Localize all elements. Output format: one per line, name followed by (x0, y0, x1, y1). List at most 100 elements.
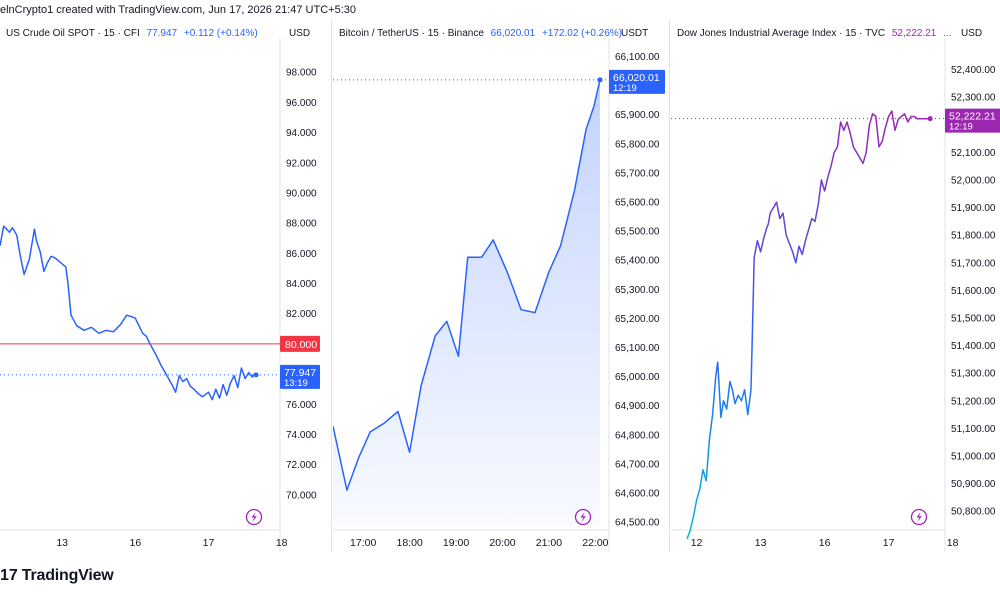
y-tick-label: 65,900.00 (615, 110, 660, 121)
y-tick-label: 76.000 (286, 400, 317, 411)
x-tick-label: 12 (691, 537, 703, 549)
last-price-marker (253, 372, 259, 378)
last-price-marker (927, 116, 933, 122)
y-tick-label: 64,500.00 (615, 518, 660, 529)
y-tick-label: 74.000 (286, 430, 317, 441)
y-tick-label: 51,400.00 (951, 341, 996, 352)
y-tick-label: 65,100.00 (615, 343, 660, 354)
last-price-badge (609, 69, 665, 94)
y-tick-label: 90.000 (286, 188, 317, 199)
lightning-bolt-icon (251, 512, 257, 522)
horizontal-level-label: 80.000 (285, 339, 317, 351)
change-value: +0.112 (+0.14%) (183, 28, 258, 39)
y-tick-label: 65,400.00 (615, 256, 660, 267)
y-tick-label: 51,800.00 (951, 231, 996, 242)
y-tick-label: 52,300.00 (951, 93, 996, 104)
y-tick-label: 51,200.00 (951, 396, 996, 407)
credit-text: elnCrypto1 created with TradingView.com,… (0, 4, 356, 16)
panel-divider (669, 20, 670, 552)
y-tick-label: 64,800.00 (615, 430, 660, 441)
y-tick-label: 65,700.00 (615, 168, 660, 179)
y-tick-label: 96.000 (286, 98, 317, 109)
last-price-badge (280, 364, 320, 389)
lightning-icon (245, 508, 263, 526)
y-tick-label: 98.000 (286, 68, 317, 79)
x-tick-label: 21:00 (536, 537, 562, 549)
last-price-badge-value: 52,222.21 (949, 111, 996, 123)
series-line (333, 129, 587, 491)
y-tick-label: 66,100.00 (615, 52, 660, 63)
chart-title: US Crude Oil SPOT · 15 · CFI 77.947 +0.1… (6, 28, 258, 39)
price-chart[interactable]: 70.00072.00074.00076.00078.00080.00082.0… (0, 20, 325, 552)
y-tick-label: 65,800.00 (615, 139, 660, 150)
x-tick-label: 22:00 (582, 537, 608, 549)
x-tick-label: 13 (56, 537, 68, 549)
last-price-badge-countdown: 12:19 (613, 83, 637, 94)
y-tick-label: 88.000 (286, 219, 317, 230)
currency-label: USDT (621, 28, 649, 39)
y-tick-label: 64,600.00 (615, 488, 660, 499)
y-tick-label: 94.000 (286, 128, 317, 139)
x-tick-label: 20:00 (489, 537, 515, 549)
currency-label: USD (961, 28, 983, 39)
x-tick-label: 18:00 (396, 537, 422, 549)
x-tick-label: 17 (203, 537, 215, 549)
change-value: +172.02 (+0.26%) (541, 28, 623, 39)
y-tick-label: 86.000 (286, 249, 317, 260)
price-chart[interactable]: 50,800.00 50,900.00 51,000.00 51,100.00 51,2… (671, 20, 1000, 552)
y-tick-label: 65,200.00 (615, 314, 660, 325)
footer-logo: 17 TradingView (0, 564, 114, 588)
chart-panel-dow-jones[interactable]: Dow Jones Industrial Average Index · 15 … (671, 20, 1000, 552)
y-tick-label: 50,800.00 (951, 507, 996, 518)
y-tick-label: 51,700.00 (951, 258, 996, 269)
x-tick-label: 19:00 (443, 537, 469, 549)
y-tick-label: 64,700.00 (615, 459, 660, 470)
y-tick-label: 51,900.00 (951, 203, 996, 214)
y-tick-label: 82.000 (286, 309, 317, 320)
y-tick-label: 65,500.00 (615, 227, 660, 238)
last-price-badge-countdown: 12:19 (949, 122, 973, 133)
y-tick-label: 51,600.00 (951, 286, 996, 297)
chart-panel-bitcoin[interactable]: Bitcoin / TetherUS · 15 · Binance 66,020… (333, 20, 667, 552)
series-line (0, 225, 257, 401)
x-tick-label: 17:00 (350, 537, 376, 549)
tradingview-logo-mark: 17 (0, 567, 18, 584)
lightning-bolt-icon (580, 512, 586, 522)
y-tick-label: 65,600.00 (615, 198, 660, 209)
symbol-title: US Crude Oil SPOT · 15 · CFI (6, 28, 140, 39)
y-tick-label: 51,000.00 (951, 452, 996, 463)
tradingview-logo-text: TradingView (21, 567, 114, 584)
panel-divider (331, 20, 332, 552)
x-tick-label: 18 (276, 537, 288, 549)
price-chart[interactable]: 64,500.00 64,600.00 64,700.00 64,800.00 64,9… (333, 20, 667, 552)
y-tick-label: 51,300.00 (951, 369, 996, 380)
y-tick-label: 51,100.00 (951, 424, 996, 435)
y-tick-label: 51,500.00 (951, 314, 996, 325)
chart-panel-crude-oil[interactable]: US Crude Oil SPOT · 15 · CFI 77.947 +0.1… (0, 20, 325, 552)
y-tick-label: 65,300.00 (615, 285, 660, 296)
last-price-badge (945, 108, 1000, 133)
y-tick-label: 72.000 (286, 460, 317, 471)
currency-label: USD (289, 28, 311, 39)
last-value: 52,222.21 (891, 28, 937, 39)
horizontal-level-badge (280, 335, 320, 352)
x-tick-label: 16 (129, 537, 141, 549)
y-tick-label: 65,000.00 (615, 372, 660, 383)
chart-title: Bitcoin / TetherUS · 15 · Binance 66,020… (339, 28, 622, 39)
x-tick-label: 17 (883, 537, 895, 549)
y-tick-label: 52,000.00 (951, 176, 996, 187)
last-value: 66,020.01 (490, 28, 536, 39)
y-tick-label: 84.000 (286, 279, 317, 290)
y-tick-label: 52,400.00 (951, 65, 996, 76)
last-price-badge-value: 77.947 (284, 367, 316, 379)
chart-title: Dow Jones Industrial Average Index · 15 … (677, 28, 951, 39)
lightning-icon (574, 508, 592, 526)
y-tick-label: 50,900.00 (951, 479, 996, 490)
last-value: 77.947 (146, 28, 178, 39)
last-price-badge-countdown: 13:19 (284, 378, 308, 389)
x-tick-label: 18 (947, 537, 959, 549)
area-fill (333, 79, 601, 525)
series-line (686, 110, 931, 540)
y-tick-label: 70.000 (286, 490, 317, 501)
series-line (585, 79, 601, 130)
